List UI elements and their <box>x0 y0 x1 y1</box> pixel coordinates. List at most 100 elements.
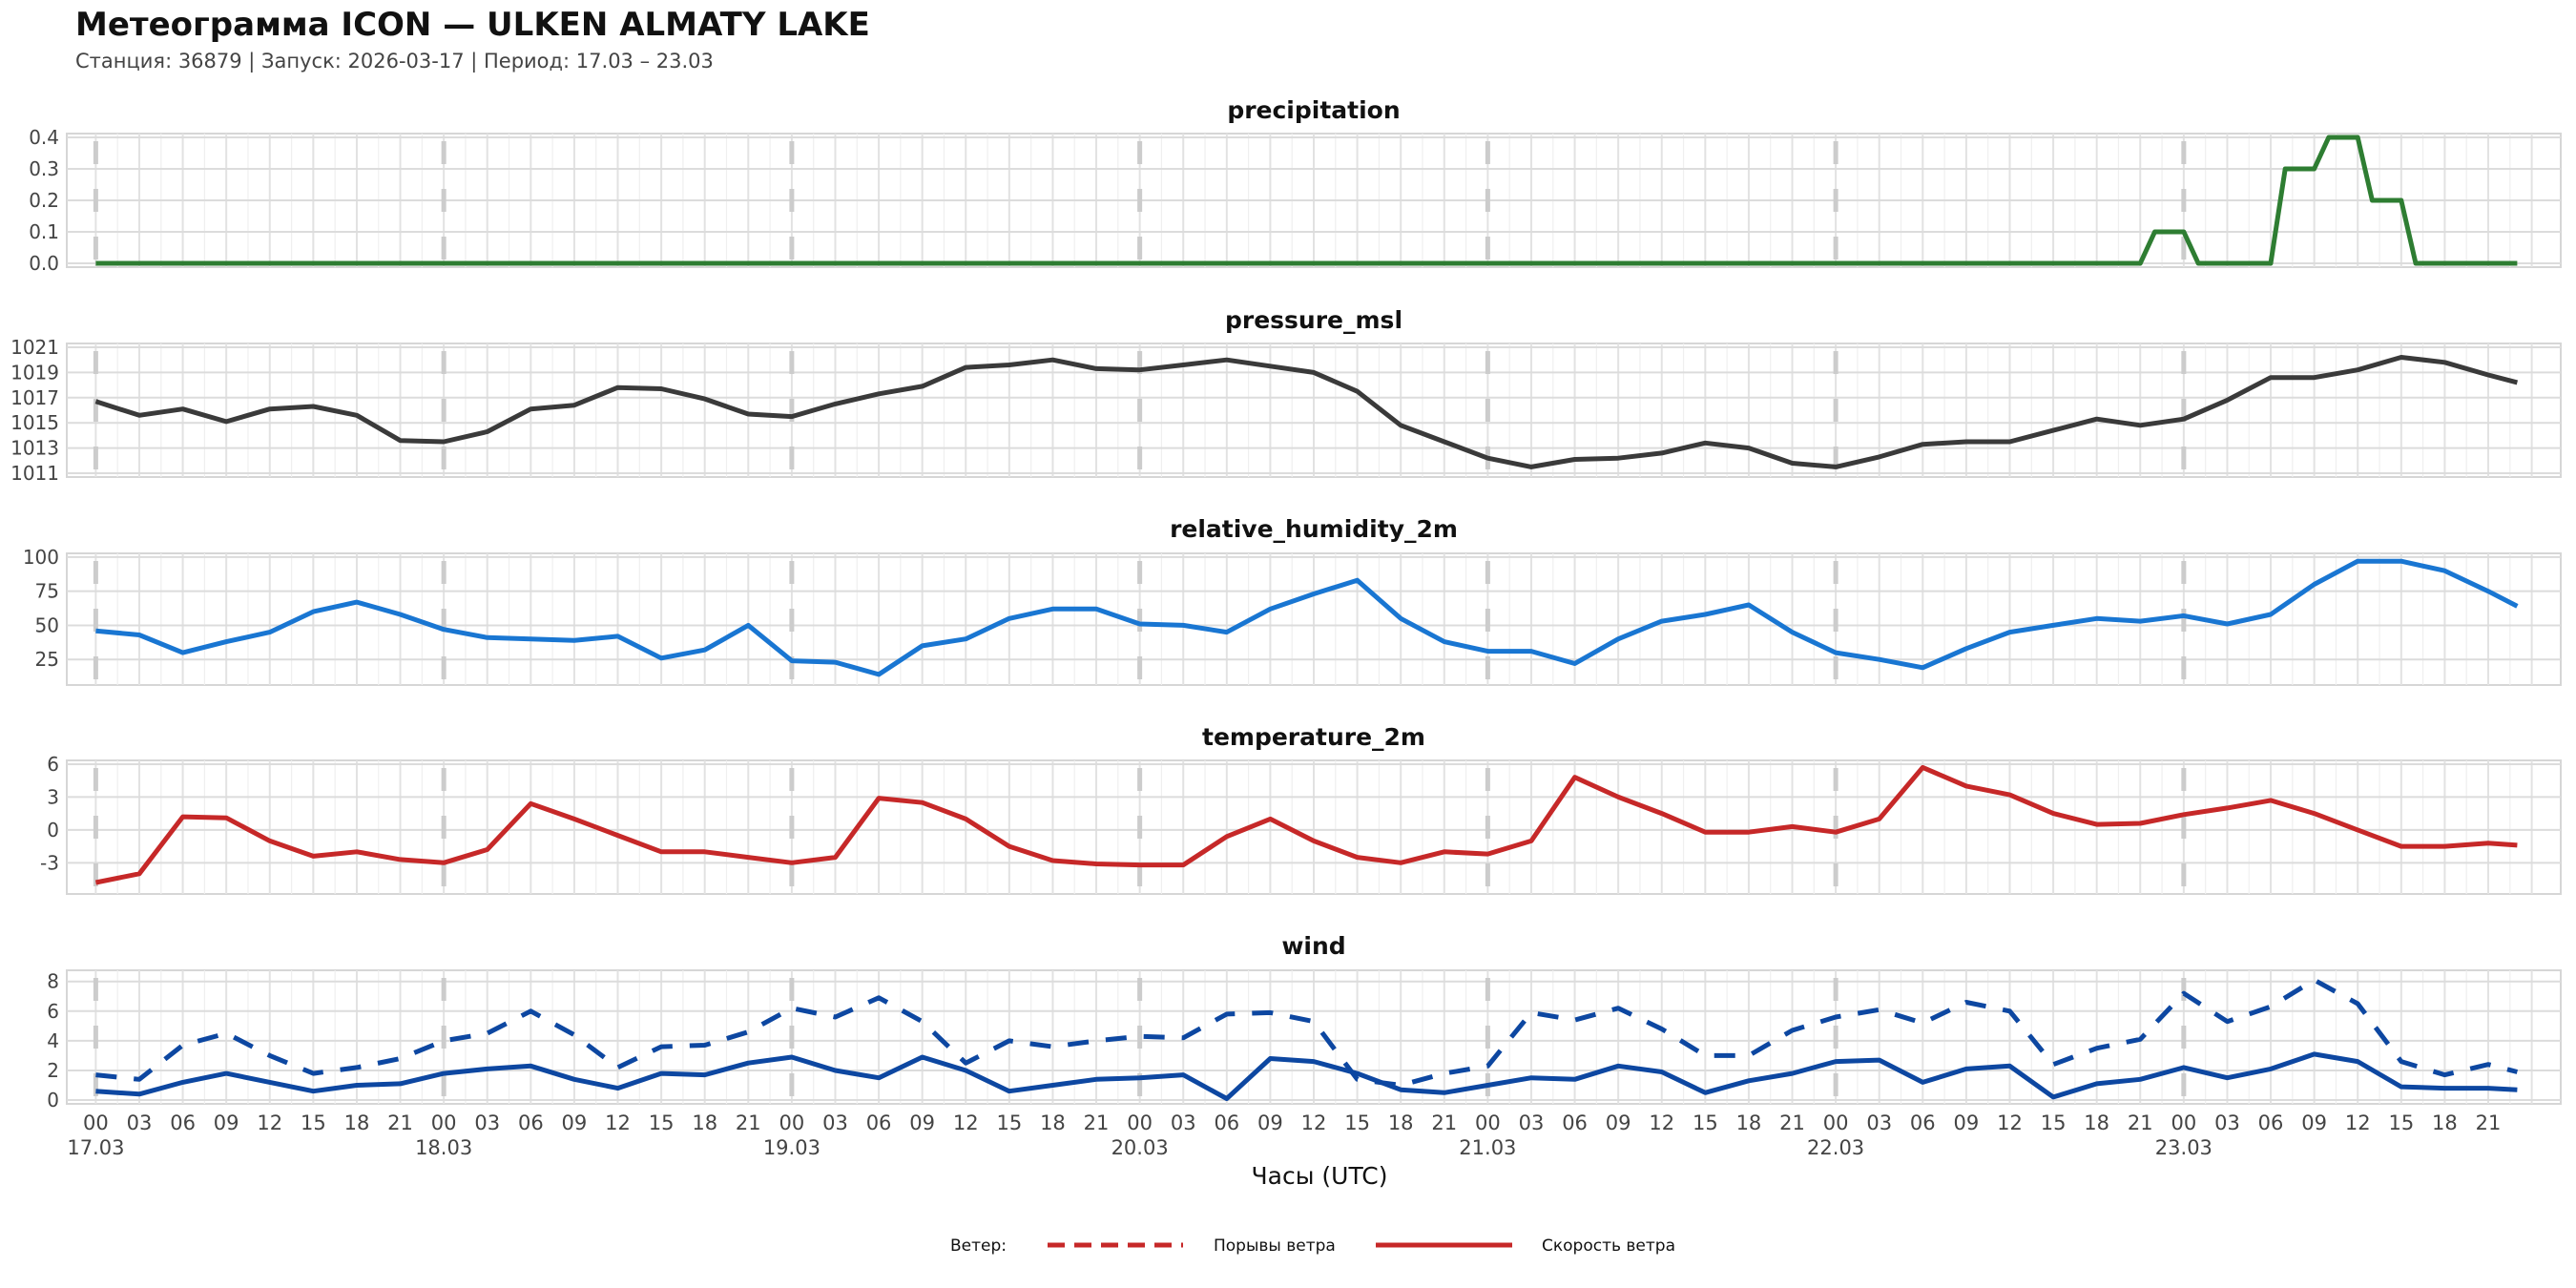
panel-temperature-2m: -3 0 3 6 temperature_2m <box>40 723 2562 895</box>
x-tick-label: 00 <box>1823 1111 1849 1134</box>
y-tick-label: 0.4 <box>29 126 59 149</box>
y-tick-label: 6 <box>47 753 59 776</box>
x-tick-label: 00 <box>1127 1111 1153 1134</box>
panel-title: relative_humidity_2m <box>1170 515 1458 543</box>
x-tick-label: 12 <box>257 1111 282 1134</box>
x-tick-label: 06 <box>1910 1111 1936 1134</box>
x-tick-label: 12 <box>1997 1111 2023 1134</box>
x-tick-label: 21 <box>1779 1111 1805 1134</box>
x-tick-label: 03 <box>1866 1111 1892 1134</box>
panel-title: wind <box>1281 932 1345 960</box>
x-tick-label: 00 <box>83 1111 109 1134</box>
y-tick-label: 25 <box>35 648 59 671</box>
y-tick-label: 0.1 <box>29 220 59 243</box>
chart-title: Метеограмма ICON — ULKEN ALMATY LAKE <box>75 6 870 44</box>
x-tick-label: 09 <box>2301 1111 2327 1134</box>
x-tick-label: 21 <box>2476 1111 2502 1134</box>
y-tick-label: 0.3 <box>29 157 59 180</box>
series-line-relative-humidity-2m <box>95 558 2519 677</box>
x-tick-label: 18 <box>692 1111 717 1134</box>
x-date-label: 17.03 <box>67 1136 124 1159</box>
x-date-label: 20.03 <box>1111 1136 1169 1159</box>
x-tick-label: 18 <box>2432 1111 2458 1134</box>
y-tick-label: 50 <box>35 613 59 636</box>
x-date-label: 22.03 <box>1807 1136 1864 1159</box>
x-tick-label: 09 <box>562 1111 588 1134</box>
x-tick-label: 09 <box>1954 1111 1980 1134</box>
panel-title: precipitation <box>1227 96 1400 124</box>
x-tick-label: 15 <box>1693 1111 1718 1134</box>
x-tick-label: 12 <box>953 1111 979 1134</box>
panel-precipitation: 0.0 0.1 0.2 0.3 0.4 precipitation <box>29 96 2562 275</box>
x-tick-label: 18 <box>1736 1111 1762 1134</box>
panel-title: temperature_2m <box>1202 723 1425 751</box>
x-tick-label: 00 <box>779 1111 805 1134</box>
x-tick-label: 18 <box>1040 1111 1066 1134</box>
x-tick-label: 06 <box>170 1111 196 1134</box>
y-tick-label: 8 <box>47 970 59 993</box>
x-axis: 00 03 06 09 12 15 18 21 00 03 06 09 12 15 18 21 00 03 06 09… <box>67 1111 2501 1159</box>
x-axis-label: Часы (UTC) <box>1252 1162 1388 1190</box>
x-tick-label: 00 <box>2171 1111 2196 1134</box>
x-tick-label: 03 <box>1519 1111 1545 1134</box>
legend-title: Ветер: <box>950 1236 1007 1256</box>
x-tick-label: 12 <box>1301 1111 1327 1134</box>
x-tick-label: 15 <box>2388 1111 2414 1134</box>
x-tick-label: 03 <box>474 1111 500 1134</box>
x-tick-label: 12 <box>1649 1111 1674 1134</box>
y-tick-label: 1013 <box>10 437 59 460</box>
series-line-pressure-msl <box>94 355 2519 469</box>
x-tick-label: 21 <box>1431 1111 1457 1134</box>
x-tick-label: 00 <box>1475 1111 1501 1134</box>
x-tick-label: 12 <box>605 1111 631 1134</box>
x-tick-label: 09 <box>909 1111 935 1134</box>
legend-gusts-label: Порывы ветра <box>1214 1236 1336 1256</box>
x-tick-label: 06 <box>1562 1111 1588 1134</box>
y-tick-label: 0.0 <box>29 252 59 275</box>
series-line-wind <box>95 1051 2518 1101</box>
y-tick-label: 100 <box>23 546 59 569</box>
x-tick-label: 21 <box>736 1111 761 1134</box>
y-tick-label: 3 <box>47 785 59 808</box>
x-tick-label: 21 <box>2128 1111 2153 1134</box>
x-tick-label: 18 <box>344 1111 370 1134</box>
series-line-temperature-2m <box>94 764 2518 885</box>
x-tick-label: 21 <box>387 1111 413 1134</box>
x-tick-label: 03 <box>2214 1111 2240 1134</box>
x-date-label: 23.03 <box>2155 1136 2212 1159</box>
y-tick-label: 0.2 <box>29 189 59 212</box>
x-tick-label: 21 <box>1084 1111 1110 1134</box>
y-tick-label: 0 <box>47 819 59 841</box>
x-date-label: 18.03 <box>415 1136 472 1159</box>
y-tick-label: 4 <box>47 1029 59 1052</box>
x-tick-label: 03 <box>1171 1111 1196 1134</box>
legend: Ветер: Порывы ветра Скорость ветра <box>950 1236 1675 1256</box>
series-line-gusts <box>95 977 2519 1088</box>
y-tick-label: 1021 <box>10 336 59 359</box>
chart-subtitle: Станция: 36879 | Запуск: 2026-03-17 | Пе… <box>75 50 714 73</box>
y-tick-label: 1011 <box>10 462 59 485</box>
y-tick-label: 1019 <box>10 361 59 384</box>
x-tick-label: 03 <box>822 1111 848 1134</box>
y-tick-label: 6 <box>47 1000 59 1023</box>
x-tick-label: 15 <box>996 1111 1022 1134</box>
x-tick-label: 15 <box>1344 1111 1370 1134</box>
y-tick-label: 1015 <box>10 411 59 434</box>
x-date-label: 21.03 <box>1459 1136 1516 1159</box>
x-tick-label: 09 <box>1257 1111 1283 1134</box>
x-tick-label: 18 <box>1388 1111 1414 1134</box>
series-line-precipitation <box>95 135 2518 266</box>
x-tick-label: 06 <box>1214 1111 1239 1134</box>
x-tick-label: 06 <box>518 1111 544 1134</box>
panel-wind: 0 2 4 6 8 wind <box>47 932 2562 1111</box>
x-tick-label: 15 <box>649 1111 675 1134</box>
x-tick-label: 09 <box>214 1111 239 1134</box>
panel-relative-humidity-2m: 25 50 75 100 relative_humidity_2m <box>23 515 2562 686</box>
x-tick-label: 03 <box>127 1111 153 1134</box>
y-tick-label: 0 <box>47 1089 59 1111</box>
x-tick-label: 06 <box>866 1111 892 1134</box>
x-date-label: 19.03 <box>763 1136 821 1159</box>
